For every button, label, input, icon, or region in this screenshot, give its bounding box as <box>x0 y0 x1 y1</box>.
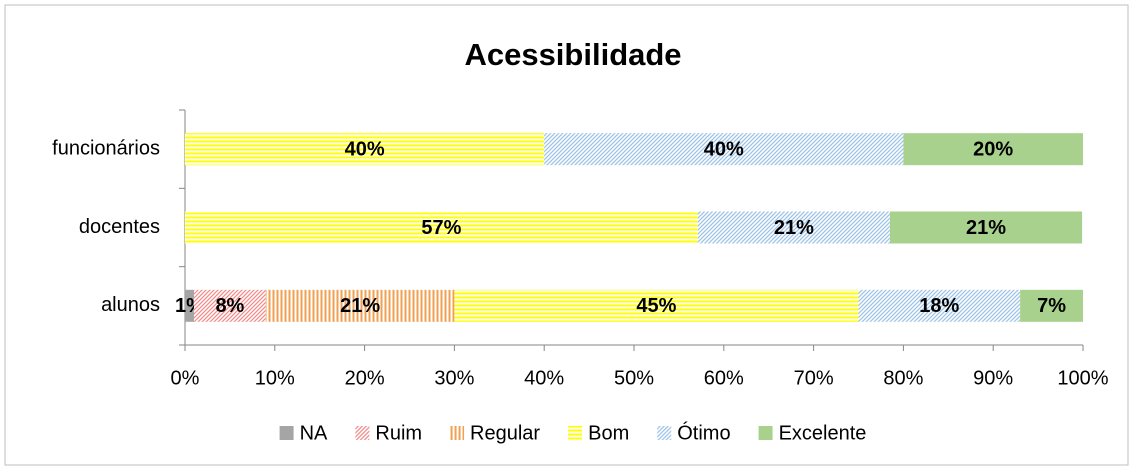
y-tick-label: funcionários <box>52 137 160 159</box>
bar-segment <box>185 133 545 166</box>
legend-item: Bom <box>568 422 629 444</box>
bar-segment <box>454 289 859 322</box>
data-label: 57% <box>421 217 461 239</box>
data-label: 8% <box>215 295 244 317</box>
x-tick-label: 40% <box>524 367 564 389</box>
data-label: 20% <box>973 138 1013 160</box>
legend-label: Bom <box>588 422 629 444</box>
data-label: 40% <box>704 138 744 160</box>
x-tick-label: 70% <box>794 367 834 389</box>
legend-item: Regular <box>450 422 540 444</box>
legend-item: Ruim <box>355 422 422 444</box>
legend-label: Regular <box>470 422 540 444</box>
data-label: 21% <box>966 217 1006 239</box>
legend-swatch <box>450 426 465 440</box>
legend-swatch <box>758 426 773 440</box>
data-label: 21% <box>340 295 380 317</box>
legend-swatch <box>355 426 370 440</box>
x-tick-label: 0% <box>171 367 200 389</box>
bar-segment <box>544 133 904 166</box>
x-tick-label: 20% <box>345 367 385 389</box>
bar-segment <box>889 211 1083 244</box>
legend-swatch <box>657 426 672 440</box>
x-tick-label: 90% <box>973 367 1013 389</box>
legend-label: Ruim <box>375 422 422 444</box>
data-label: 45% <box>636 295 676 317</box>
bar-segment <box>1020 289 1083 322</box>
x-tick-label: 10% <box>255 367 295 389</box>
x-tick-label: 60% <box>704 367 744 389</box>
y-tick-label: docentes <box>79 216 160 238</box>
bar-segment <box>185 211 698 244</box>
legend-swatch <box>568 426 583 440</box>
x-tick-label: 50% <box>614 367 654 389</box>
bar-segment <box>265 289 455 322</box>
legend-label: Excelente <box>779 422 867 444</box>
legend-item: NA <box>279 422 328 444</box>
data-label: 18% <box>919 295 959 317</box>
chart-title: Acessibilidade <box>464 37 681 72</box>
x-tick-label: 100% <box>1057 367 1108 389</box>
data-label: 40% <box>345 138 385 160</box>
bar-segment <box>858 289 1021 322</box>
data-label: 21% <box>774 217 814 239</box>
data-label: 7% <box>1037 295 1066 317</box>
legend-label: Ótimo <box>677 421 730 444</box>
legend-item: Excelente <box>758 422 867 444</box>
x-tick-label: 30% <box>434 367 474 389</box>
legend-swatch <box>279 426 294 440</box>
legend-item: Ótimo <box>657 421 731 444</box>
bar-segment <box>903 133 1083 166</box>
bar-segment <box>697 211 890 244</box>
legend-label: NA <box>300 422 328 444</box>
bar-segment <box>185 289 194 322</box>
x-tick-label: 80% <box>883 367 923 389</box>
y-tick-label: alunos <box>101 294 160 316</box>
bar-segment <box>193 289 266 322</box>
